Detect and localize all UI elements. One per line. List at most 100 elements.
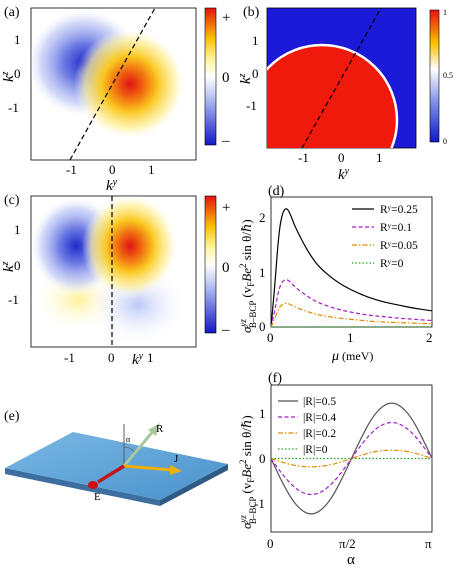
j-vector-head [170,465,182,475]
colorbar-top-label: + [222,200,230,216]
xtick-label: 0 [267,536,274,551]
panel-b: (b) 1 0 -1 -1 0 1 ky kz 1 0.5 0 [237,5,453,183]
colorbar-top-label: 1 [443,8,447,17]
legend-label: Rʸ=0.05 [380,240,418,252]
panel-c-yticks: 1 0 -1 [8,222,21,307]
panel-b-xticks: -1 0 1 [298,150,383,165]
panel-a-xlabel: ky [106,177,118,194]
alpha-arc [123,447,135,453]
panel-f: (f) 1 0 -1 0 π/2 π α σyzB–BCP(vFBe2 sin … [238,371,433,568]
ytick-label: -1 [8,292,19,307]
colorbar-bottom-label: – [221,322,230,338]
legend-label: |R|=0.4 [303,412,336,424]
panel-b-xlabel: ky [338,166,350,183]
r-vector-label: R [156,423,164,435]
panel-d-xticks: 0 1 2 [267,330,433,345]
panel-f-xlabel: α [347,552,355,568]
xtick-label: 1 [347,330,354,345]
panel-e: (e) R α J E [4,409,228,506]
xtick-label: π [425,536,432,551]
panel-a-colorbar: + 0 – [204,7,230,149]
panel-c: (c) 1 0 -1 -1 0 1 ky kz + 0 – [0,193,230,368]
panel-b-label: (b) [243,5,260,20]
e-vector-line [97,464,125,484]
ytick-label: 0 [14,66,21,81]
series-line-r-0-4 [270,421,433,496]
panel-e-label: (e) [4,409,20,424]
panel-c-positive-lobe [82,196,178,298]
ytick-label: 1 [14,32,21,47]
panel-a-xticks: -1 0 1 [66,162,155,177]
panel-c-ylabel: kz [0,261,17,272]
panel-c-colorbar: + 0 – [204,195,230,338]
panel-a-dashed-line [69,8,156,160]
ytick-label: 0 [259,319,266,334]
legend-label: Rʸ=0.25 [380,204,418,216]
panel-a-label: (a) [4,5,20,20]
panel-a-ylabel: kz [0,71,17,82]
ytick-label: -1 [254,496,265,511]
panel-f-legend: |R|=0.5 |R|=0.4 |R|=0.2 |R|=0 [278,396,336,456]
panel-f-plot-area [270,402,433,515]
ytick-label: -1 [246,98,257,113]
legend-label: Rʸ=0 [380,258,404,270]
panel-b-occupied-disk [267,43,399,148]
r-vector-head [148,423,160,436]
panel-d-legend: Rʸ=0.25 Rʸ=0.1 Rʸ=0.05 Rʸ=0 [352,204,418,270]
e-vector-head [88,481,98,489]
xtick-label: 0 [108,350,115,365]
slab-side-face [160,464,228,506]
xtick-label: 1 [147,350,154,365]
panel-a-yticks: 1 0 -1 [8,32,21,115]
panel-b-ylabel: kz [237,73,254,84]
j-vector-label: J [174,453,179,465]
slab-top-face [5,432,228,500]
xtick-label: 0 [338,150,345,165]
xtick-label: 2 [426,330,433,345]
panel-d-xlabel: μ (meV) [331,349,373,364]
colorbar-gradient [204,7,217,146]
panel-d-ylabel: σyzB–BCP(vFBe2 sin θ/ℏ) [238,219,258,333]
panel-f-label: (f) [268,371,282,386]
panel-d-yticks: 0 1 2 [259,210,266,334]
panel-c-xlabel: ky [132,351,144,368]
xtick-label: π/2 [339,536,356,551]
ytick-label: 2 [259,210,266,225]
e-vector-label: E [94,491,101,503]
slab-front-face [5,468,160,506]
colorbar-top-label: + [222,10,230,26]
series-line-r-0-25 [270,208,433,328]
colorbar-mid-label: 0.5 [443,71,453,80]
xtick-label: 1 [376,150,383,165]
xtick-label: 0 [267,330,274,345]
panel-f-xticks: 0 π/2 π [267,536,432,551]
ytick-label: 0 [14,258,21,273]
series-line-r-0-2 [270,449,433,468]
series-line-r-0-1 [270,279,433,328]
ytick-label: 1 [259,406,266,421]
colorbar-gradient [429,9,440,143]
series-line-r-0-05 [270,302,433,328]
legend-label: |R|=0 [303,444,328,456]
series-line-r-0-5 [270,402,433,515]
xtick-label: 0 [109,162,116,177]
panel-a-positive-lobe [74,28,186,140]
ytick-label: 1 [259,265,266,280]
panel-c-label: (c) [4,193,20,208]
panel-b-colorbar: 1 0.5 0 [429,8,453,146]
panel-d: (d) 0 1 2 0 1 2 μ (meV) σyzB–BCP(vFBe2 s… [238,184,433,364]
panel-c-xticks: -1 0 1 [64,350,154,365]
panel-b-dashed-line [301,8,382,148]
colorbar-gradient [204,195,217,334]
xtick-label: -1 [298,150,309,165]
xtick-label: 1 [148,162,155,177]
ytick-label: 0 [259,451,266,466]
colorbar-bottom-label: 0 [443,137,447,146]
j-vector-line [123,464,173,472]
legend-label: |R|=0.5 [303,396,336,408]
xtick-label: -1 [66,162,77,177]
panel-b-yticks: 1 0 -1 [246,33,259,113]
panel-f-yticks: 1 0 -1 [254,406,266,511]
ytick-label: 1 [252,33,259,48]
